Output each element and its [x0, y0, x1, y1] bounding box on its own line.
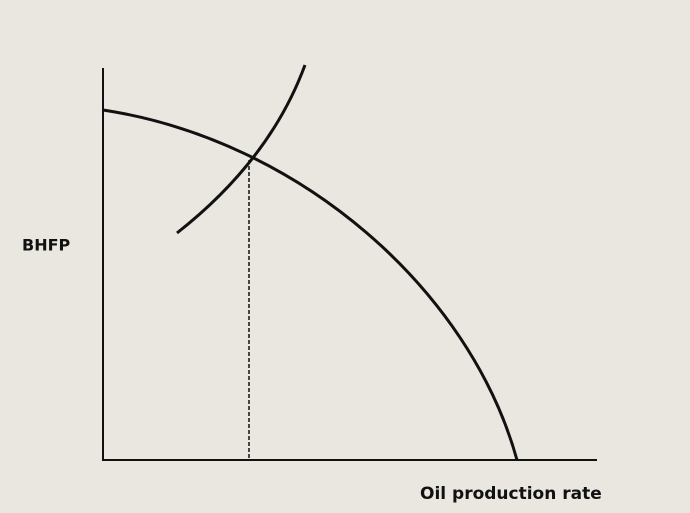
x-axis-label: Oil production rate — [420, 484, 602, 504]
ipr-curve — [102, 108, 519, 461]
y-axis-label: BHFP — [22, 236, 71, 255]
vlp-curve — [176, 64, 307, 235]
